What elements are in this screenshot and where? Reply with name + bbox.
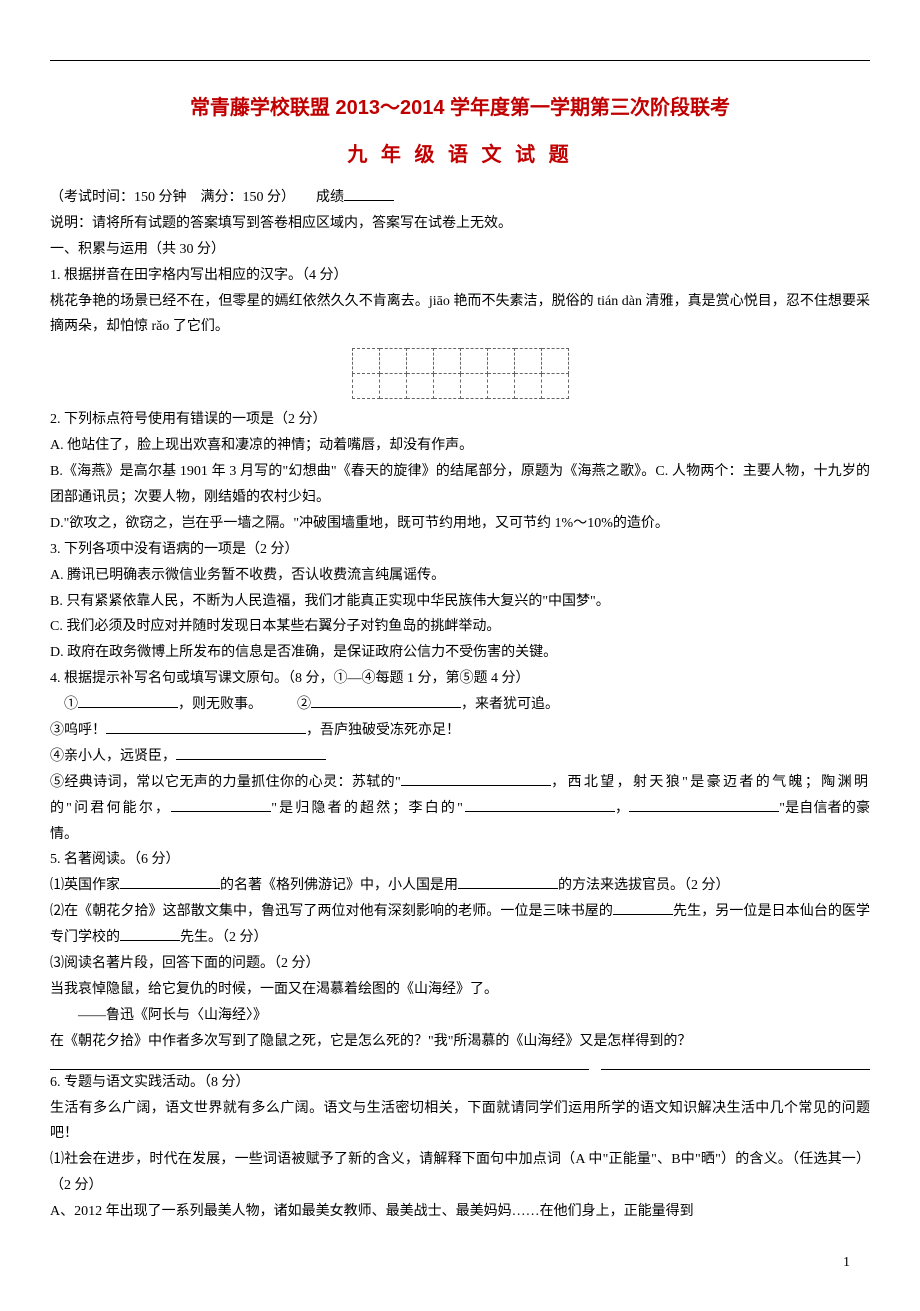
- blank: [311, 693, 461, 708]
- q3-opt-a: A. 腾讯已明确表示微信业务暂不收费，否认收费流言纯属谣传。: [50, 563, 870, 589]
- q4-line3: ③呜呼！ ，吾庐独破受冻死亦足！: [50, 718, 870, 744]
- blank: [106, 719, 306, 734]
- q4-i5-c: "是归隐者的超然；李白的": [271, 801, 465, 816]
- q2-stem: 2. 下列标点符号使用有错误的一项是（2 分）: [50, 407, 870, 433]
- q5-p3: ⑶阅读名著片段，回答下面的问题。（2 分）: [50, 951, 870, 977]
- q2-opt-d: D."欲攻之，欲窃之，岂在乎一墙之隔。"冲破围墙重地，既可节约用地，又可节约 1…: [50, 511, 870, 537]
- blank: [120, 926, 180, 941]
- blank: [613, 900, 673, 915]
- q6-intro: 生活有多么广阔，语文世界就有多么广阔。语文与生活密切相关，下面就请同学们运用所学…: [50, 1096, 870, 1148]
- q4-i3-b: ，吾庐独破受冻死亦足！: [306, 723, 460, 738]
- q6-stem: 6. 专题与语文实践活动。（8 分）: [50, 1070, 870, 1096]
- q4-i1-c: ，来者犹可追。: [461, 697, 559, 712]
- blank: [601, 1055, 870, 1070]
- q5-p2-a: ⑵在《朝花夕拾》这部散文集中，鲁迅写了两位对他有深刻影响的老师。一位是三味书屋的: [50, 904, 613, 919]
- q1-text: 桃花争艳的场景已经不在，但零星的嫣红依然久久不肯离去。jiāo 艳而不失素洁，脱…: [50, 289, 870, 341]
- q1-stem: 1. 根据拼音在田字格内写出相应的汉字。（4 分）: [50, 263, 870, 289]
- blank: [629, 797, 779, 812]
- q4-i3: ③呜呼！: [50, 723, 106, 738]
- section-heading: 一、积累与运用（共 30 分）: [50, 237, 870, 263]
- exam-page: 常青藤学校联盟 2013～2014 学年度第一学期第三次阶段联考 九 年 级 语…: [0, 0, 920, 1311]
- exam-info-line: （考试时间：150 分钟 满分：150 分） 成绩: [50, 185, 870, 211]
- tianzige-grid: [352, 348, 569, 399]
- page-number: 1: [50, 1255, 870, 1271]
- q5-stem: 5. 名著阅读。（6 分）: [50, 847, 870, 873]
- blank: [176, 745, 326, 760]
- q3-opt-b: B. 只有紧紧依靠人民，不断为人民造福，我们才能真正实现中华民族伟大复兴的"中国…: [50, 589, 870, 615]
- q5-quote: 当我哀悼隐鼠，给它复仇的时候，一面又在渴慕着绘图的《山海经》了。: [50, 977, 870, 1003]
- exam-info: （考试时间：150 分钟 满分：150 分） 成绩: [50, 190, 344, 205]
- q2-opt-b: B.《海燕》是高尔基 1901 年 3 月写的"幻想曲"《春天的旋律》的结尾部分…: [50, 459, 870, 511]
- blank: [120, 874, 220, 889]
- q5-p1-c: 的方法来选拔官员。（2 分）: [558, 878, 730, 893]
- q5-p1: ⑴英国作家 的名著《格列佛游记》中，小人国是用 的方法来选拔官员。（2 分）: [50, 873, 870, 899]
- q4-i4: ④亲小人，远贤臣，: [50, 749, 176, 764]
- score-blank: [344, 186, 394, 201]
- q3-opt-c: C. 我们必须及时应对并随时发现日本某些右翼分子对钓鱼岛的挑衅举动。: [50, 614, 870, 640]
- header-rule: [50, 60, 870, 61]
- q4-i5-a: ⑤经典诗词，常以它无声的力量抓住你的心灵：苏轼的": [50, 775, 401, 790]
- body-content: （考试时间：150 分钟 满分：150 分） 成绩 说明：请将所有试题的答案填写…: [50, 185, 870, 1225]
- q5-p1-b: 的名著《格列佛游记》中，小人国是用: [220, 878, 458, 893]
- q5-quote-src: ——鲁迅《阿长与〈山海经〉》: [50, 1003, 870, 1029]
- q4-line1: ① ，则无败事。 ② ，来者犹可追。: [50, 692, 870, 718]
- q5-ask: 在《朝花夕拾》中作者多次写到了隐鼠之死，它是怎么死的？"我"所渴慕的《山海经》又…: [50, 1029, 870, 1055]
- dot-icon: [593, 1066, 597, 1070]
- answer-line: [50, 1055, 870, 1070]
- exam-title: 常青藤学校联盟 2013～2014 学年度第一学期第三次阶段联考: [50, 91, 870, 120]
- q4-i1-a: ①: [50, 697, 78, 712]
- q4-stem: 4. 根据提示补写名句或填写课文原句。（8 分，①—④每题 1 分，第⑤题 4 …: [50, 666, 870, 692]
- exam-subtitle: 九 年 级 语 文 试 题: [50, 138, 870, 167]
- q3-opt-d: D. 政府在政务微博上所发布的信息是否准确，是保证政府公信力不受伤害的关键。: [50, 640, 870, 666]
- q5-p1-a: ⑴英国作家: [50, 878, 120, 893]
- q5-p2-c: 先生。（2 分）: [180, 930, 268, 945]
- q4-i5-d: ，: [615, 801, 629, 816]
- blank: [458, 874, 558, 889]
- q4-i1-b: ，则无败事。 ②: [178, 697, 311, 712]
- q3-stem: 3. 下列各项中没有语病的一项是（2 分）: [50, 537, 870, 563]
- q5-p2: ⑵在《朝花夕拾》这部散文集中，鲁迅写了两位对他有深刻影响的老师。一位是三味书屋的…: [50, 899, 870, 951]
- instruction: 说明：请将所有试题的答案填写到答卷相应区域内，答案写在试卷上无效。: [50, 211, 870, 237]
- blank: [50, 1055, 589, 1070]
- q2-opt-a: A. 他站住了，脸上现出欢喜和凄凉的神情；动着嘴唇，却没有作声。: [50, 433, 870, 459]
- blank: [78, 693, 178, 708]
- q4-line4: ④亲小人，远贤臣，: [50, 744, 870, 770]
- q6-p1: ⑴社会在进步，时代在发展，一些词语被赋予了新的含义，请解释下面句中加点词（A 中…: [50, 1147, 870, 1199]
- blank: [171, 797, 271, 812]
- q6-opt-a: A、2012 年出现了一系列最美人物，诸如最美女教师、最美战士、最美妈妈……在他…: [50, 1199, 870, 1225]
- blank: [401, 771, 551, 786]
- q4-line5: ⑤经典诗词，常以它无声的力量抓住你的心灵：苏轼的"，西北望，射天狼"是豪迈者的气…: [50, 770, 870, 848]
- blank: [465, 797, 615, 812]
